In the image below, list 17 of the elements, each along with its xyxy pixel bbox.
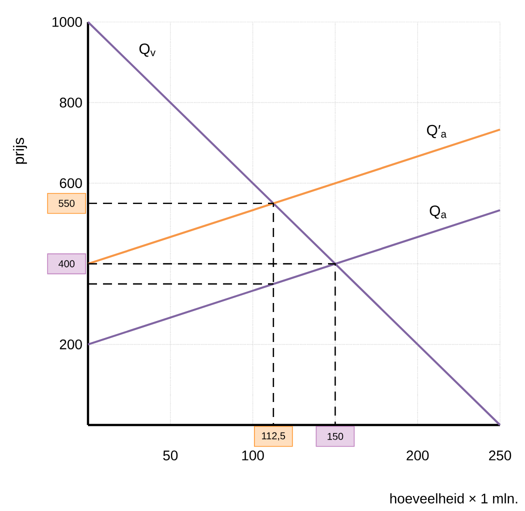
series-label: Q′$_{a}$ [427,124,447,138]
annotation: 112,5 [262,432,286,441]
series-label: Q$_{a}$ [430,206,447,219]
annotation: 150 [328,432,344,440]
x-tick-label: 250 [489,450,512,460]
y-tick-label: 1000 [52,17,82,27]
annotation: 550 [58,200,75,207]
y-tick-label: 600 [60,178,82,188]
y-axis-title: prijs [13,138,27,164]
x-axis-title: hoeveelheid × 1 mln. [390,493,518,504]
y-tick-label: 800 [60,98,82,108]
x-tick-label: 100 [242,450,264,460]
annotation: 400 [58,260,75,268]
x-tick-label: 200 [406,450,429,460]
y-tick-label: 200 [60,339,82,350]
series-label: Q$_{v}$ [139,44,156,57]
x-tick-label: 50 [163,450,178,460]
